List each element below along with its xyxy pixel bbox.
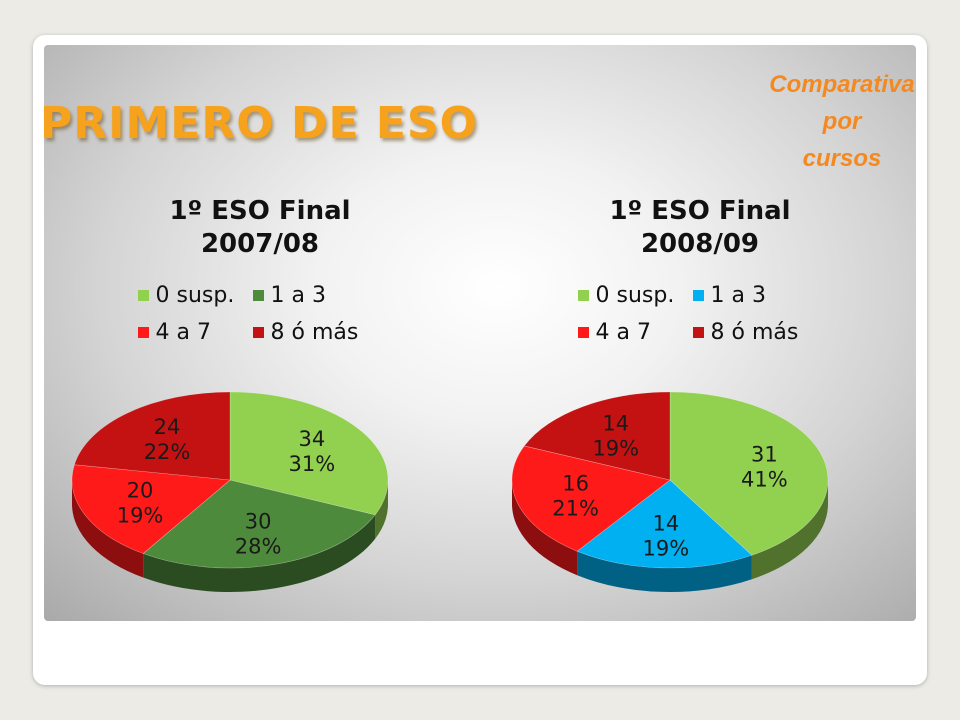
pie-slice-3 bbox=[523, 391, 671, 481]
legend-swatch bbox=[252, 290, 264, 301]
legend-label: 0 susp. bbox=[595, 283, 675, 308]
legend-swatch bbox=[692, 327, 704, 338]
legend-swatch bbox=[577, 290, 589, 301]
chart-title-line-2: 2007/08 bbox=[200, 229, 320, 259]
data-label-1: 30 28% bbox=[235, 509, 282, 558]
legend-item-8-o-mas: 8 ó más bbox=[692, 320, 823, 345]
chart-legend: 0 susp. 1 a 3 4 a 7 8 ó más bbox=[50, 283, 470, 345]
pie-slice-0 bbox=[229, 391, 389, 516]
legend-label: 1 a 3 bbox=[710, 283, 766, 308]
chart-title-line-2: 2008/09 bbox=[640, 229, 760, 259]
pie-side-2 bbox=[512, 480, 578, 576]
legend-swatch bbox=[577, 327, 589, 338]
slide-title: PRIMERO DE ESO bbox=[40, 98, 478, 149]
data-label-2: 16 21% bbox=[552, 472, 599, 521]
legend-item-1-a-3: 1 a 3 bbox=[252, 283, 383, 308]
legend-label: 4 a 7 bbox=[155, 320, 211, 345]
pie-slice-3 bbox=[74, 391, 231, 481]
legend-item-4-a-7: 4 a 7 bbox=[137, 320, 253, 345]
legend-item-1-a-3: 1 a 3 bbox=[692, 283, 823, 308]
pie-slice-1 bbox=[142, 479, 376, 569]
pie-slice-0 bbox=[669, 391, 829, 556]
legend-swatch bbox=[252, 327, 264, 338]
note-line-2: por bbox=[822, 108, 862, 135]
note-line-1: Comparativa bbox=[769, 71, 915, 98]
pie-slice-1 bbox=[576, 479, 753, 569]
chart-2007-08: 1º ESO Final 2007/08 0 susp. 1 a 3 4 a 7… bbox=[50, 195, 470, 615]
legend-label: 8 ó más bbox=[270, 320, 359, 345]
data-label-3: 14 19% bbox=[592, 412, 639, 461]
comparativa-note: Comparativa por cursos bbox=[732, 66, 952, 177]
pie-side-2 bbox=[72, 480, 144, 578]
legend-label: 4 a 7 bbox=[595, 320, 651, 345]
chart-title: 1º ESO Final 2007/08 bbox=[50, 195, 470, 261]
pie-sides bbox=[512, 480, 828, 592]
chart-2008-09: 1º ESO Final 2008/09 0 susp. 1 a 3 4 a 7… bbox=[490, 195, 910, 615]
chart-title-line-1: 1º ESO Final bbox=[169, 196, 351, 226]
legend-swatch bbox=[137, 327, 149, 338]
legend-item-0-susp: 0 susp. bbox=[137, 283, 253, 308]
legend-label: 1 a 3 bbox=[270, 283, 326, 308]
legend-item-0-susp: 0 susp. bbox=[577, 283, 693, 308]
note-line-3: cursos bbox=[802, 145, 882, 172]
data-label-0: 31 41% bbox=[741, 442, 788, 491]
legend-swatch bbox=[692, 290, 704, 301]
data-label-2: 20 19% bbox=[117, 479, 164, 528]
legend-label: 0 susp. bbox=[155, 283, 235, 308]
pie-slice-2 bbox=[71, 464, 231, 554]
legend-item-8-o-mas: 8 ó más bbox=[252, 320, 383, 345]
legend-label: 8 ó más bbox=[710, 320, 799, 345]
chart-title-line-1: 1º ESO Final bbox=[609, 196, 791, 226]
pie-side-1 bbox=[577, 551, 752, 592]
pie-sides bbox=[72, 480, 388, 592]
data-label-1: 14 19% bbox=[643, 512, 690, 561]
pie-chart: 34 31%30 28% 20 19% 24 22% bbox=[71, 391, 389, 592]
data-label-0: 34 31% bbox=[289, 427, 336, 476]
pie-side-0 bbox=[375, 480, 388, 539]
chart-title: 1º ESO Final 2008/09 bbox=[490, 195, 910, 261]
legend-item-4-a-7: 4 a 7 bbox=[577, 320, 693, 345]
chart-legend: 0 susp. 1 a 3 4 a 7 8 ó más bbox=[490, 283, 910, 345]
data-label-3: 24 22% bbox=[144, 415, 191, 464]
pie-chart: 31 41% 14 19% 16 21% 14 19% bbox=[511, 391, 829, 592]
pie-side-0 bbox=[751, 480, 828, 580]
legend-swatch bbox=[137, 290, 149, 301]
pie-slice-2 bbox=[511, 445, 671, 552]
pie-side-1 bbox=[143, 514, 376, 592]
